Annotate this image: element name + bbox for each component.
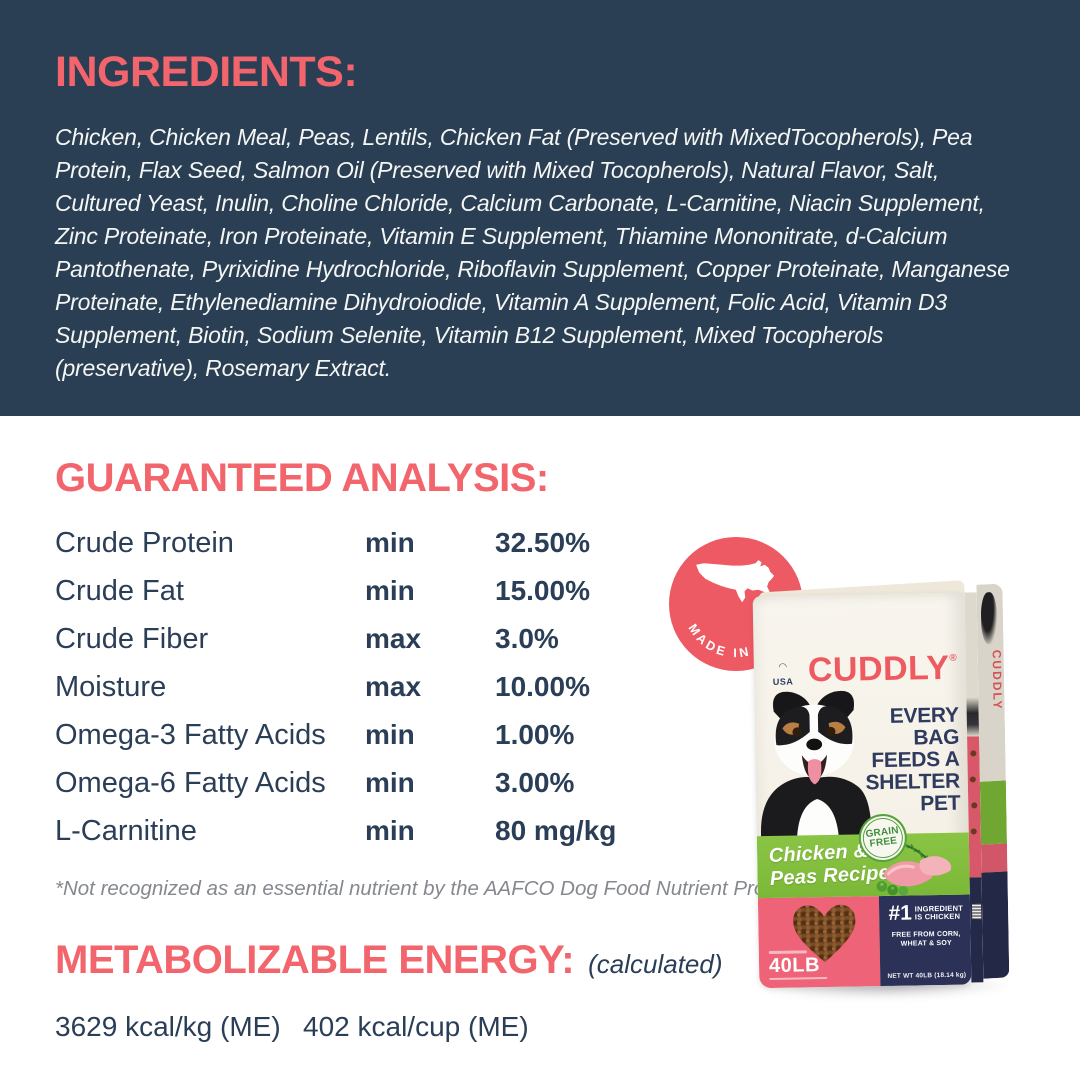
free-from-line: WHEAT & SOY [900,939,952,948]
number-one-claim: #1 INGREDIENT IS CHICKEN [888,901,963,925]
tagline-line: SHELTER [865,769,961,795]
table-row: Crude Protein min 32.50% [55,527,675,575]
bag-weight: 40LB [768,950,828,981]
nutrient-value: 10.00% [495,671,590,702]
dog-photo [760,690,872,840]
kcal-per-kg-value: 3629 kcal/kg (ME) [55,1011,281,1042]
claims-block: #1 INGREDIENT IS CHICKEN FREE FROM CORN,… [879,894,972,987]
nutrient-label: Omega-3 Fatty Acids [55,719,326,751]
nutrient-qualifier: min [365,815,415,846]
calculated-note: (calculated) [588,949,723,979]
nutrient-qualifier: min [365,527,415,558]
nutrient-qualifier: min [365,719,415,750]
nutrient-label: Crude Fiber [55,623,209,655]
nutrient-value: 1.00% [495,719,575,750]
nutrient-label: Omega-6 Fatty Acids [55,767,326,799]
table-row: Omega-3 Fatty Acids min 1.00% [55,719,675,767]
weight-decoration-bar [768,950,807,954]
kcal-per-cup-value: 402 kcal/cup (ME) [303,1011,529,1042]
gusset-segment [981,871,1010,979]
registered-mark: ® [949,652,957,664]
nutrient-qualifier: min [365,575,415,606]
ingredients-list-text: Chicken, Chicken Meal, Peas, Lentils, Ch… [55,124,1010,381]
aafco-footnote: *Not recognized as an essential nutrient… [55,877,792,900]
nutrient-label: Moisture [55,671,167,703]
ingredients-panel: INGREDIENTS: Chicken, Chicken Meal, Peas… [0,0,1080,416]
analysis-table: Crude Protein min 32.50% Crude Fat min 1… [55,527,675,863]
weight-block: 40LB [757,896,881,989]
gusset-dog-wrap [980,591,998,645]
nutrient-qualifier: min [365,767,415,798]
nutrient-value: 32.50% [495,527,590,558]
nutrient-value: 15.00% [495,575,590,606]
origin-arc-icon: ◠ [778,661,788,673]
kibble-heart-icon [793,904,856,963]
grain-free-line: FREE [869,835,898,850]
weight-value: 40LB [768,953,821,977]
product-bag: ◠ USA CUDDLY® [752,580,1015,1001]
nutrient-qualifier: max [365,623,422,654]
strip-segment [966,697,980,737]
guaranteed-analysis-section: GUARANTEED ANALYSIS: Crude Protein min 3… [55,456,792,901]
gusset-segment [979,780,1007,845]
tagline-line: BAG [913,725,960,750]
tagline-line: EVERY [889,703,959,728]
table-row: Omega-6 Fatty Acids min 3.00% [55,767,675,815]
claim-number: #1 [888,901,913,925]
bag-front-panel: ◠ USA CUDDLY® [752,592,972,989]
tagline-line: PET [920,791,961,816]
free-from-claim: FREE FROM CORN, WHEAT & SOY [892,930,961,949]
bag-side-gusset: CUDDLY [976,583,1010,979]
metabolizable-energy-heading: METABOLIZABLE ENERGY: [55,938,575,982]
table-row: Crude Fat min 15.00% [55,575,675,623]
tagline-line: FEEDS A [871,747,960,773]
nutrient-label: Crude Protein [55,527,234,559]
net-weight: NET WT 40LB (18.14 kg) [887,971,967,980]
shelter-tagline: EVERY BAG FEEDS A SHELTER PET [864,703,961,817]
nutrient-label: Crude Fat [55,575,184,607]
weight-decoration-bar [769,976,828,981]
gusset-segment [980,843,1008,873]
nutrient-value: 3.00% [495,767,575,798]
nutrient-qualifier: max [365,671,422,702]
metabolizable-energy-section: METABOLIZABLE ENERGY: (calculated) 3629 … [55,938,1015,1047]
usa-map-icon [696,560,775,604]
nutrient-value: 80 mg/kg [495,815,617,846]
table-row: Crude Fiber max 3.0% [55,623,675,671]
bag-bottom-row: 40LB #1 INGREDIENT IS CHICKEN FREE FROM … [757,894,972,989]
guaranteed-analysis-heading: GUARANTEED ANALYSIS: [55,456,549,500]
table-row: L-Carnitine min 80 mg/kg [55,815,675,863]
energy-values: 3629 kcal/kg (ME) 402 kcal/cup (ME) [55,1011,1015,1047]
nutrient-value: 3.0% [495,623,559,654]
table-row: Moisture max 10.00% [55,671,675,719]
gusset-segment: CUDDLY [976,583,1006,782]
side-brand-label: CUDDLY [989,649,1005,712]
ingredients-heading: INGREDIENTS: [55,48,358,96]
barcode [971,903,981,920]
nutrient-label: L-Carnitine [55,815,197,847]
claim-line: IS CHICKEN [914,911,961,922]
